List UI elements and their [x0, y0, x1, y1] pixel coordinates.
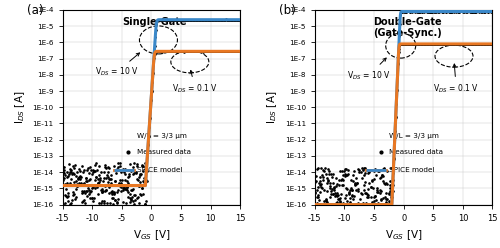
X-axis label: V$_{GS}$ [V]: V$_{GS}$ [V]: [385, 228, 422, 242]
Text: V$_{DS}$ = 10 V: V$_{DS}$ = 10 V: [95, 53, 140, 78]
Y-axis label: I$_{DS}$ [A]: I$_{DS}$ [A]: [266, 91, 279, 124]
Text: SPICE model: SPICE model: [390, 167, 435, 173]
Text: Measured data: Measured data: [390, 149, 444, 155]
Text: W/L = 3/3 μm: W/L = 3/3 μm: [390, 133, 440, 139]
Y-axis label: I$_{DS}$ [A]: I$_{DS}$ [A]: [13, 91, 27, 124]
X-axis label: V$_{GS}$ [V]: V$_{GS}$ [V]: [132, 228, 170, 242]
Text: SPICE model: SPICE model: [137, 167, 182, 173]
Text: Double-Gate
(Gate-Sync.): Double-Gate (Gate-Sync.): [373, 17, 442, 38]
Text: (a): (a): [27, 4, 44, 17]
Text: W/L = 3/3 μm: W/L = 3/3 μm: [137, 133, 187, 139]
Text: (b): (b): [280, 4, 296, 17]
Text: V$_{DS}$ = 10 V: V$_{DS}$ = 10 V: [348, 58, 391, 82]
Text: V$_{DS}$ = 0.1 V: V$_{DS}$ = 0.1 V: [172, 70, 218, 94]
Text: Measured data: Measured data: [137, 149, 191, 155]
Text: V$_{DS}$ = 0.1 V: V$_{DS}$ = 0.1 V: [434, 64, 480, 94]
Text: Single-Gate: Single-Gate: [122, 17, 187, 27]
